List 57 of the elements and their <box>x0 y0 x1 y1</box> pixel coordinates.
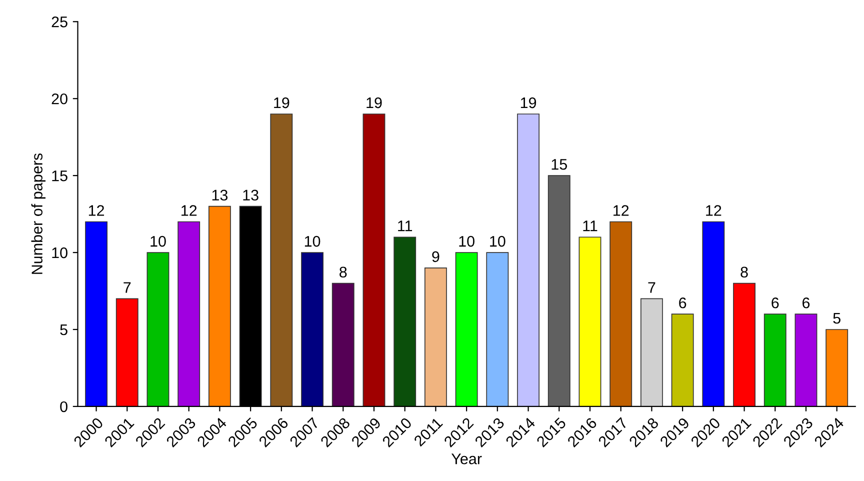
y-tick-label: 5 <box>60 324 68 336</box>
data-label: 19 <box>366 97 382 108</box>
bar <box>85 221 108 406</box>
data-label: 13 <box>243 190 258 201</box>
bar <box>764 314 786 406</box>
data-label: 7 <box>648 282 656 293</box>
data-label: 12 <box>182 205 197 216</box>
data-label: 10 <box>150 236 166 247</box>
bar <box>394 236 416 406</box>
data-label: 7 <box>124 282 131 293</box>
data-label: 15 <box>552 159 567 170</box>
y-tick-label: 15 <box>52 170 68 182</box>
data-label: 12 <box>706 205 722 216</box>
bar <box>486 252 509 406</box>
bar <box>208 206 231 406</box>
data-label: 19 <box>520 97 536 108</box>
data-label: 9 <box>432 251 440 262</box>
bar <box>610 221 632 406</box>
bar <box>424 267 447 406</box>
bar <box>640 298 663 406</box>
bar <box>794 314 818 406</box>
data-label: 12 <box>614 205 629 216</box>
y-tick-label: 0 <box>60 401 68 412</box>
bar <box>826 329 848 406</box>
data-label: 8 <box>740 266 748 278</box>
data-label: 10 <box>490 236 506 247</box>
bar <box>671 314 694 406</box>
bar <box>270 114 293 406</box>
x-axis-title: Year <box>451 454 482 464</box>
data-label: 11 <box>583 220 598 232</box>
data-label: 13 <box>212 190 228 201</box>
bar <box>116 298 138 406</box>
bar <box>455 252 478 406</box>
bar <box>146 252 170 406</box>
data-label: 10 <box>304 236 320 247</box>
data-label: 6 <box>679 297 686 308</box>
data-label: 6 <box>772 297 779 308</box>
bar <box>548 175 570 406</box>
bar <box>733 282 756 406</box>
data-label: 19 <box>274 97 290 108</box>
bar <box>362 114 386 406</box>
data-label: 6 <box>802 297 810 308</box>
data-label: 10 <box>459 236 474 247</box>
data-label: 12 <box>88 205 104 216</box>
bar <box>301 252 324 406</box>
y-tick-label: 20 <box>52 93 68 104</box>
bar <box>332 282 354 406</box>
y-tick-label: 25 <box>52 16 68 28</box>
bar <box>702 221 725 406</box>
bar <box>178 221 200 406</box>
y-axis-title: Number of papers <box>31 153 46 274</box>
data-label: 5 <box>833 313 840 324</box>
bar <box>517 114 540 406</box>
data-label: 8 <box>340 266 347 278</box>
y-tick-label: 10 <box>52 247 68 258</box>
data-label: 11 <box>398 220 412 232</box>
bar <box>578 236 602 406</box>
